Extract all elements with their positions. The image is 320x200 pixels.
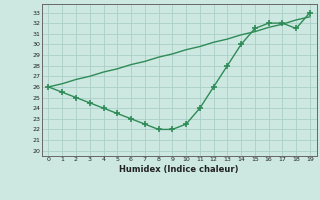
X-axis label: Humidex (Indice chaleur): Humidex (Indice chaleur) [119, 165, 239, 174]
